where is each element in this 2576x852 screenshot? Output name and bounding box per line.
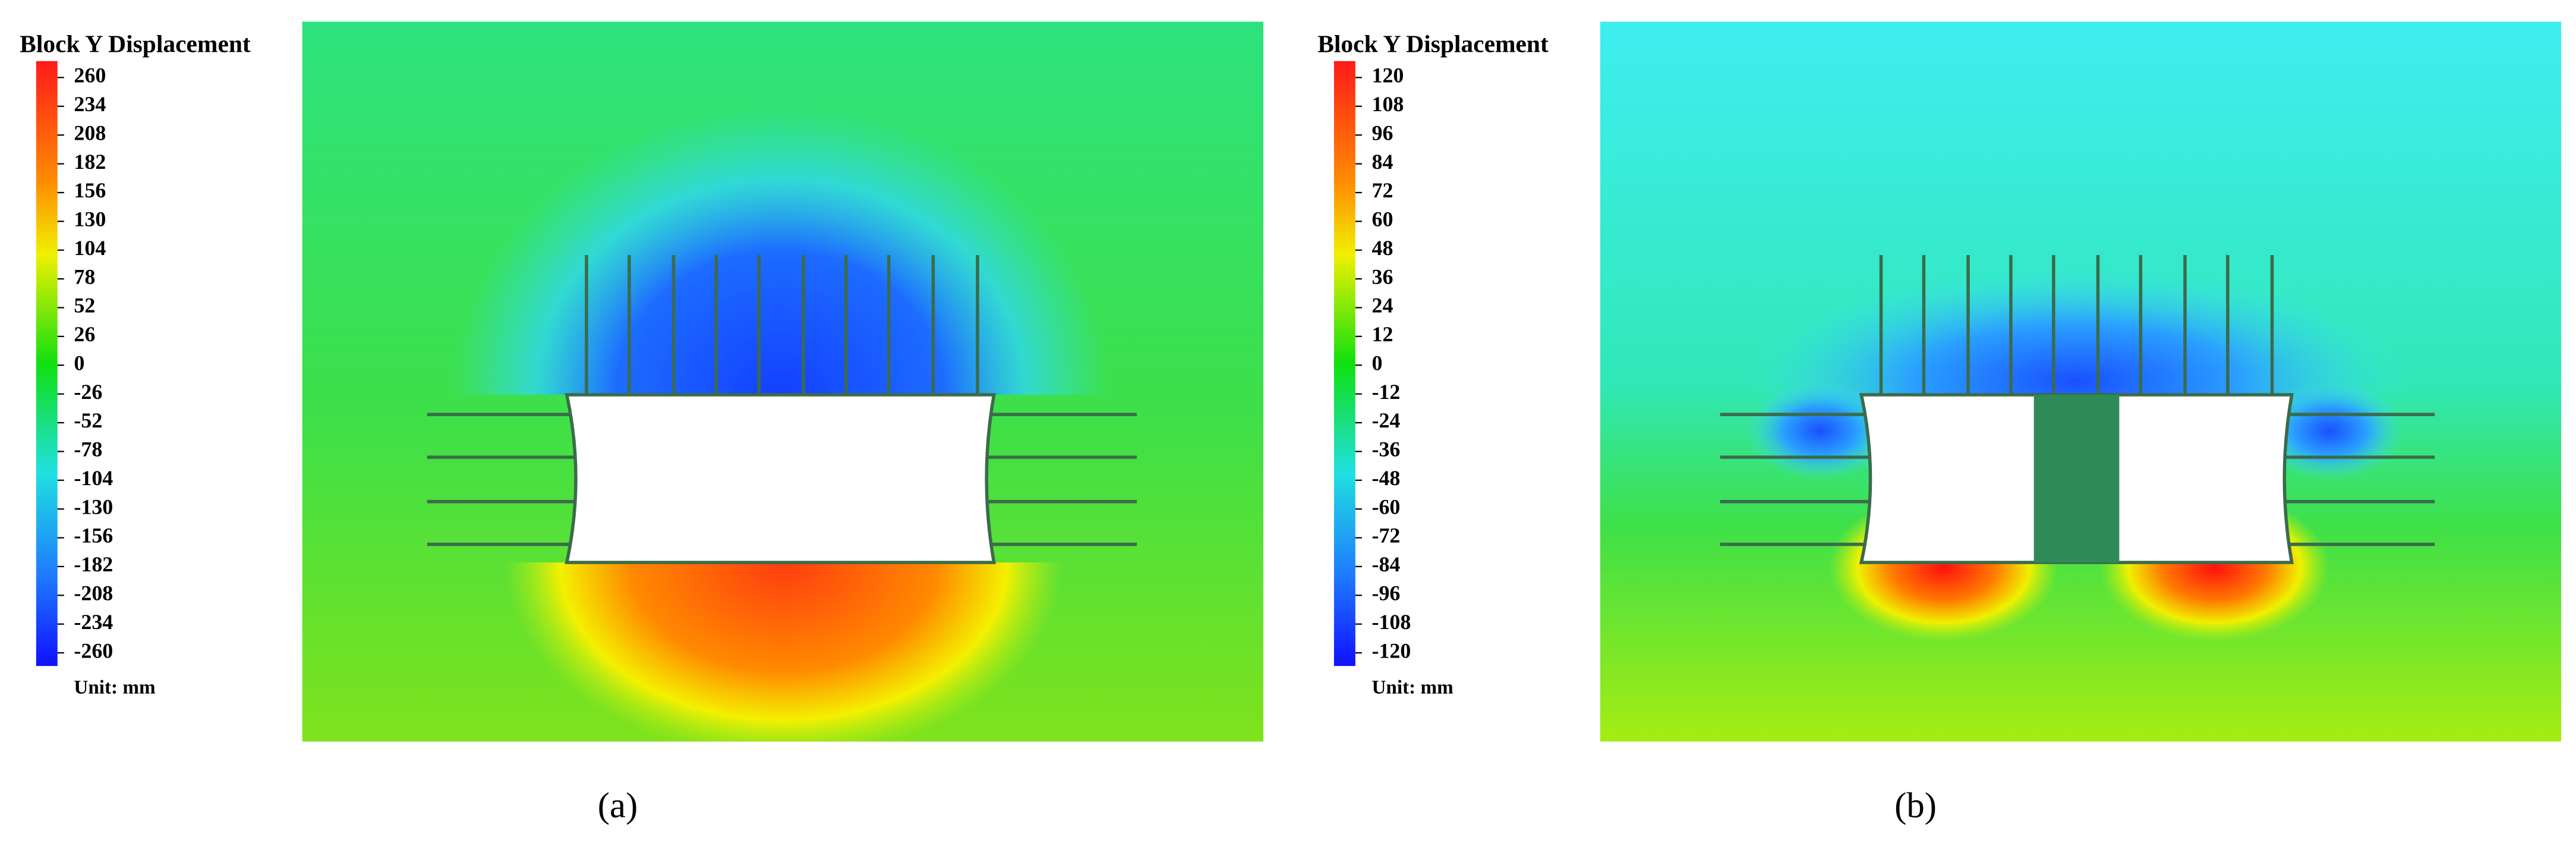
colorbar bbox=[1333, 61, 1355, 666]
colorbar-tick-label: -24 bbox=[1371, 408, 1400, 432]
colorbar-tick-label: -182 bbox=[74, 552, 113, 576]
colorbar-tick-label: 26 bbox=[74, 322, 95, 346]
colorbar-tick-label: 120 bbox=[1371, 64, 1404, 87]
colorbar-tick-label: 208 bbox=[74, 121, 106, 144]
colorbar-tick-label: -104 bbox=[74, 466, 113, 490]
colorbar-tick-label: 52 bbox=[74, 294, 95, 317]
colorbar-tick-label: 12 bbox=[1371, 322, 1393, 346]
colorbar-tick-label: -48 bbox=[1371, 466, 1400, 490]
colorbar-tick-label: -108 bbox=[1371, 610, 1411, 634]
colorbar-tick-label: 130 bbox=[74, 208, 106, 231]
colorbar-tick-label: 72 bbox=[1371, 178, 1393, 202]
colorbar-tick-label: -208 bbox=[74, 581, 113, 605]
colorbar-tick-label: 156 bbox=[74, 178, 106, 202]
colorbar-tick-label: 96 bbox=[1371, 121, 1393, 144]
colorbar-tick-label: -130 bbox=[74, 495, 113, 518]
colorbar-tick-label: 0 bbox=[74, 351, 84, 375]
colorbar bbox=[36, 61, 58, 666]
colorbar-tick-label: -60 bbox=[1371, 495, 1400, 518]
colorbar-tick-label: 108 bbox=[1371, 92, 1404, 116]
colorbar-tick-label: -84 bbox=[1371, 552, 1400, 576]
colorbar-tick-label: -12 bbox=[1371, 380, 1400, 404]
contour-plot bbox=[1600, 21, 2562, 742]
colorbar-tick-label: -260 bbox=[74, 639, 113, 662]
unit-label: Unit: mm bbox=[1371, 676, 1453, 698]
colorbar-tick-label: -156 bbox=[74, 524, 113, 548]
colorbar-tick-label: -234 bbox=[74, 610, 113, 634]
panel-caption: (b) bbox=[1894, 786, 1937, 826]
colorbar-tick-label: 234 bbox=[74, 92, 106, 116]
colorbar-tick-label: -120 bbox=[1371, 639, 1411, 662]
colorbar-tick-label: -72 bbox=[1371, 524, 1400, 548]
colorbar-tick-label: -52 bbox=[74, 408, 102, 432]
colorbar-tick-label: 0 bbox=[1371, 351, 1382, 375]
colorbar-tick-label: 182 bbox=[74, 150, 106, 174]
colorbar-title: Block Y Displacement bbox=[20, 30, 251, 57]
colorbar-tick-label: 24 bbox=[1371, 294, 1393, 317]
colorbar-title: Block Y Displacement bbox=[1317, 30, 1549, 57]
colorbar-tick-label: -36 bbox=[1371, 438, 1400, 461]
colorbar-tick-label: 84 bbox=[1371, 150, 1393, 174]
contour-plot bbox=[302, 21, 1264, 742]
colorbar-tick-label: -96 bbox=[1371, 581, 1400, 605]
colorbar-tick-label: -78 bbox=[74, 438, 102, 461]
colorbar-tick-label: 78 bbox=[74, 265, 95, 288]
colorbar-tick-label: 104 bbox=[74, 236, 106, 260]
unit-label: Unit: mm bbox=[74, 676, 156, 698]
colorbar-tick-label: 48 bbox=[1371, 236, 1393, 260]
colorbar-tick-label: 36 bbox=[1371, 265, 1393, 288]
colorbar-tick-label: -26 bbox=[74, 380, 102, 404]
panel-caption: (a) bbox=[598, 786, 638, 826]
colorbar-tick-label: 60 bbox=[1371, 208, 1393, 231]
colorbar-tick-label: 260 bbox=[74, 64, 106, 87]
